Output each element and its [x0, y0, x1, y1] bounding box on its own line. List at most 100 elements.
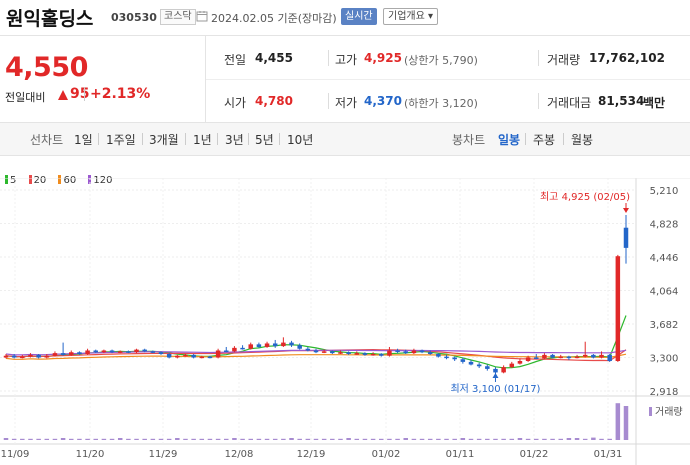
divider [98, 133, 99, 145]
volume-bar [281, 438, 286, 440]
volume-bar [240, 438, 245, 440]
volume-bar [550, 438, 555, 440]
volume-bar [615, 403, 621, 440]
candle-chart-label: 봉차트 [452, 133, 486, 147]
candle-body [542, 354, 547, 359]
candle-body [501, 367, 506, 373]
y-tick-label: 4,828 [650, 220, 679, 231]
period-1y[interactable]: 1년 [193, 133, 212, 147]
stock-header [0, 0, 690, 36]
volume-bar [20, 438, 25, 440]
candle-body [387, 350, 392, 356]
candle-daily[interactable]: 일봉 [498, 133, 521, 147]
candle-body [60, 353, 66, 355]
volume-bar [264, 438, 270, 440]
candle-body [517, 361, 523, 364]
divider [142, 133, 143, 145]
candle-body [69, 352, 74, 355]
price-chart[interactable]: 5,210 4,828 4,446 4,064 3,682 3,300 2,918 11/09… [0, 178, 690, 465]
volume-bar [52, 438, 58, 440]
volume-bar [591, 437, 596, 440]
candle-body [281, 342, 286, 347]
candle-body [321, 351, 327, 353]
volume-bar [109, 438, 115, 440]
volume-bar [150, 438, 156, 440]
candle-body [142, 349, 147, 352]
ma60-line [5, 353, 627, 360]
prev-close-label: 전일 [224, 53, 247, 67]
ma20-label: 20 [33, 175, 47, 186]
period-3y[interactable]: 3년 [225, 133, 244, 147]
candle-weekly[interactable]: 주봉 [533, 133, 556, 147]
ma60-label: 60 [63, 175, 77, 186]
candle-body [11, 355, 17, 358]
volume-bar [126, 438, 131, 440]
candle-body [109, 350, 115, 353]
candle-body [248, 344, 253, 349]
up-triangle-icon [58, 90, 68, 100]
candle-body [77, 352, 82, 354]
period-1w[interactable]: 1주일 [106, 133, 136, 147]
min-arrow-head [492, 373, 499, 378]
row-divider [206, 79, 690, 80]
price-panel [0, 36, 206, 122]
ma60-swatch [58, 175, 62, 184]
candle-body [117, 351, 123, 353]
period-5y[interactable]: 5년 [255, 133, 274, 147]
volume-bar [142, 438, 147, 440]
prev-close-value: 4,455 [255, 51, 293, 65]
ma5-line [5, 315, 627, 369]
volume-bar [346, 438, 351, 440]
change-amount: 95 [70, 86, 90, 102]
candle-body [126, 351, 131, 353]
y-tick-label: 2,918 [650, 387, 679, 398]
volume-bar [117, 438, 123, 440]
volume-bar [354, 438, 360, 440]
current-price: 4,550 [5, 52, 88, 83]
stock-code: 030530 [111, 11, 157, 24]
candle-body [403, 351, 408, 354]
realtime-button[interactable]: 실시간 [341, 8, 377, 25]
x-tick-label: 11/20 [76, 449, 105, 460]
volume-bar [370, 438, 376, 440]
volume-bar [403, 438, 408, 440]
divider [538, 50, 539, 66]
candle-body [150, 351, 156, 353]
company-overview-button[interactable]: 기업개요 ▾ [383, 8, 438, 25]
volume-bar [215, 438, 221, 440]
period-3m[interactable]: 3개월 [149, 133, 179, 147]
volume-bar [321, 438, 327, 440]
chart-grid [0, 178, 690, 465]
candles [3, 214, 629, 376]
change-label: 전일대비 [5, 91, 46, 104]
volume-bar [395, 438, 400, 440]
volume-bar [191, 438, 196, 440]
volume-bar [493, 438, 498, 440]
candle-body [313, 350, 319, 353]
change-divider [84, 87, 85, 101]
volume-bar [387, 438, 392, 440]
candle-body [256, 344, 262, 347]
divider [328, 50, 329, 66]
upper-limit: (상한가 5,790) [404, 54, 478, 67]
calendar-icon [196, 11, 208, 22]
period-1d[interactable]: 1일 [74, 133, 93, 147]
volume-bar [101, 438, 107, 440]
volume-bar [476, 438, 482, 440]
volume-bar [599, 438, 604, 440]
volume-bar [501, 438, 506, 440]
candle-monthly[interactable]: 월봉 [571, 133, 594, 147]
volume-bar [11, 438, 17, 440]
volume-bar [85, 438, 90, 440]
divider [217, 133, 218, 145]
divider [279, 133, 280, 145]
volume-bar [3, 438, 9, 440]
period-10y[interactable]: 10년 [287, 133, 314, 147]
x-tick-label: 01/02 [372, 449, 401, 460]
candle-body [85, 350, 90, 354]
volume-bar [28, 438, 33, 440]
ma20-swatch [28, 175, 32, 184]
volume-bar [60, 438, 66, 440]
candle-body [395, 350, 400, 352]
candle-body [264, 343, 270, 347]
